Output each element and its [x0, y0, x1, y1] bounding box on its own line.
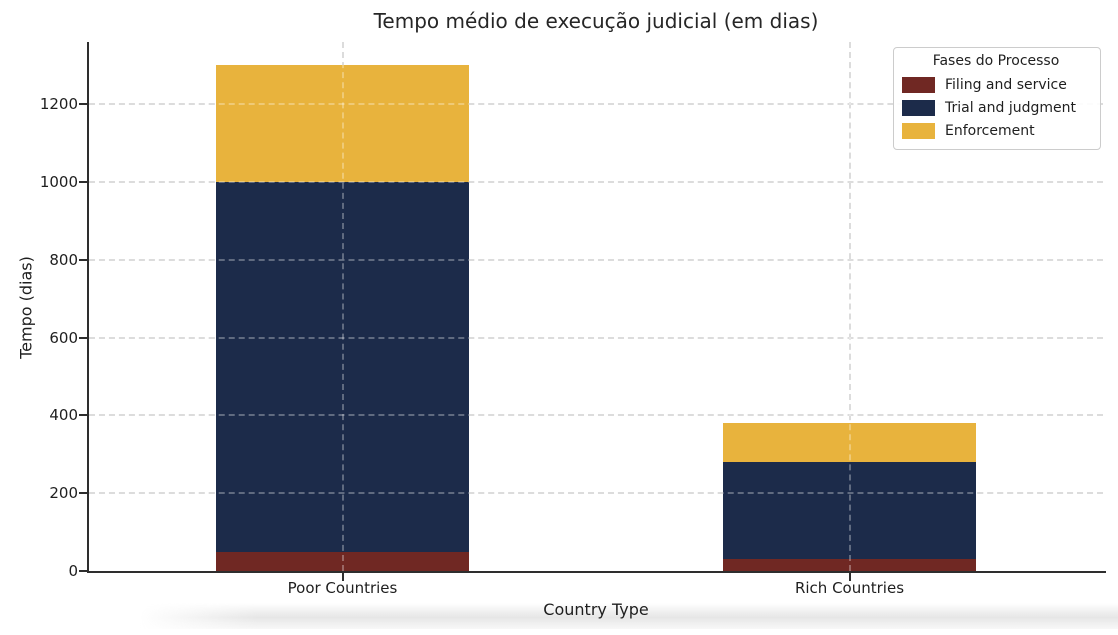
y-tick-mark-400 [79, 414, 87, 417]
gridline-y-600-overlay [89, 336, 1103, 339]
legend-item-filing-and-service: Filing and service [902, 73, 1090, 96]
gridline-y-400 [89, 414, 1103, 417]
legend-title: Fases do Processo [932, 53, 1060, 69]
gridline-y-800-overlay [89, 258, 1103, 261]
chart-title: Tempo médio de execução judicial (em dia… [373, 9, 819, 33]
y-tick-label-1200: 1200 [39, 95, 78, 114]
bar-poor-countries-enforcement [216, 65, 469, 183]
x-tick-label-rich-countries: Rich Countries [794, 579, 905, 597]
bar-rich-countries-trial-and-judgment [723, 462, 976, 560]
gridline-x-rich-countries-overlay [848, 42, 851, 571]
legend-box: Fases do Processo Filing and service Tria… [893, 47, 1101, 150]
x-tick-mark-poor-countries [341, 573, 344, 581]
legend-label-filing-and-service: Filing and service [945, 76, 1067, 93]
y-tick-mark-600 [79, 336, 87, 339]
x-axis-label: Country Type [543, 600, 649, 619]
bar-rich-countries-filing-and-service [723, 559, 976, 571]
legend-item-enforcement: Enforcement [902, 119, 1090, 142]
gridline-x-poor-countries-overlay [341, 42, 344, 571]
x-tick-mark-rich-countries [848, 573, 851, 581]
legend-swatch-enforcement [902, 122, 935, 139]
y-tick-label-0: 0 [68, 562, 78, 580]
legend-label-trial-and-judgment: Trial and judgment [945, 99, 1076, 116]
bar-poor-countries-trial-and-judgment [216, 182, 469, 552]
bar-poor-countries-filing-and-service [216, 551, 469, 571]
legend-swatch-filing-and-service [902, 76, 935, 93]
gridline-y-200-overlay [89, 492, 1103, 495]
gridline-y-1200 [89, 103, 1103, 106]
y-tick-mark-0 [79, 570, 87, 572]
y-tick-label-600: 600 [49, 328, 78, 347]
y-tick-mark-1000 [79, 181, 87, 184]
gridline-y-200 [89, 492, 1103, 495]
legend-item-trial-and-judgment: Trial and judgment [902, 96, 1090, 119]
y-tick-label-800: 800 [49, 250, 78, 269]
plot-area [89, 42, 1103, 571]
gridline-y-600 [89, 336, 1103, 339]
window-bottom-shadow [140, 603, 1118, 629]
y-axis-spine [87, 42, 89, 573]
gridline-y-800 [89, 258, 1103, 261]
y-tick-mark-200 [79, 492, 87, 495]
gridline-x-rich-countries [848, 42, 851, 571]
x-axis-spine [87, 571, 1106, 573]
gridline-y-1000-overlay [89, 181, 1103, 184]
y-tick-label-1000: 1000 [39, 173, 78, 192]
bar-rich-countries-enforcement [723, 423, 976, 463]
gridline-y-1200-overlay [89, 103, 1103, 106]
legend-label-enforcement: Enforcement [945, 122, 1035, 139]
y-tick-label-200: 200 [49, 484, 78, 503]
x-tick-label-poor-countries: Poor Countries [287, 579, 398, 597]
legend-swatch-trial-and-judgment [902, 99, 935, 116]
y-tick-mark-800 [79, 258, 87, 261]
gridline-y-1000 [89, 181, 1103, 184]
gridline-y-400-overlay [89, 414, 1103, 417]
y-tick-mark-1200 [79, 103, 87, 106]
legend-rows: Filing and service Trial and judgment Enfo… [902, 73, 1090, 142]
y-tick-label-400: 400 [49, 406, 78, 425]
